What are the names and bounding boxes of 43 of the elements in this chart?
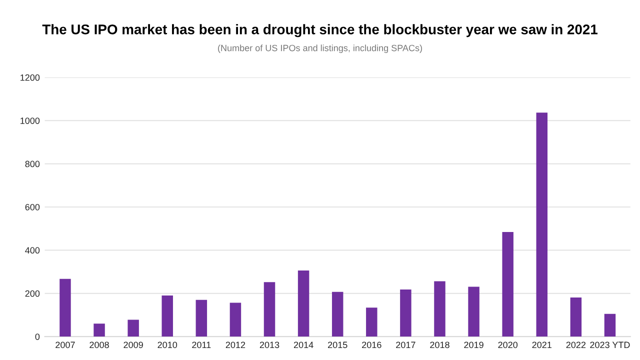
bar — [502, 232, 514, 337]
bar — [332, 292, 344, 337]
x-tick-label: 2023 YTD — [590, 342, 630, 348]
y-tick-label: 1200 — [20, 74, 40, 81]
y-tick-label: 400 — [25, 247, 40, 254]
x-tick-label: 2018 — [430, 342, 450, 348]
bar — [60, 278, 71, 337]
bar — [264, 282, 276, 337]
x-tick-label: 2022 — [566, 342, 586, 348]
x-tick-label: 2013 — [260, 342, 280, 348]
bar — [400, 290, 412, 337]
y-tick-label: 600 — [25, 204, 40, 210]
x-tick-label: 2016 — [362, 342, 382, 348]
x-tick-label: 2020 — [498, 342, 518, 348]
bar — [468, 286, 480, 337]
bar — [570, 298, 582, 337]
y-tick-label: 800 — [25, 160, 40, 168]
x-tick-label: 2010 — [158, 342, 178, 348]
bar — [128, 320, 139, 337]
x-tick-label: 2019 — [464, 342, 484, 348]
bar — [536, 112, 548, 337]
x-tick-label: 2017 — [396, 342, 416, 348]
bar — [604, 314, 616, 337]
y-tick-label: 0 — [35, 334, 40, 340]
x-tick-label: 2021 — [532, 342, 552, 348]
y-tick-label: 200 — [25, 290, 40, 297]
bar — [94, 324, 105, 337]
y-tick-label: 1000 — [20, 118, 40, 124]
x-tick-label: 2012 — [226, 342, 246, 348]
bar — [298, 270, 310, 337]
bar — [162, 296, 173, 337]
x-tick-label: 2007 — [56, 342, 75, 348]
x-tick-label: 2015 — [328, 342, 348, 348]
bar — [434, 281, 446, 337]
x-tick-label: 2009 — [124, 342, 143, 348]
x-tick-label: 2008 — [90, 342, 109, 348]
bar — [196, 300, 208, 337]
bar — [366, 308, 378, 337]
chart-subtitle: (Number of US IPOs and listings, including SPACs) — [218, 44, 422, 53]
x-tick-label: 2011 — [192, 342, 211, 348]
x-tick-label: 2014 — [294, 342, 314, 348]
bar — [230, 302, 242, 337]
chart-title: The US IPO market has been in a drought since the blockbuster year we saw in 2021 — [42, 24, 598, 38]
